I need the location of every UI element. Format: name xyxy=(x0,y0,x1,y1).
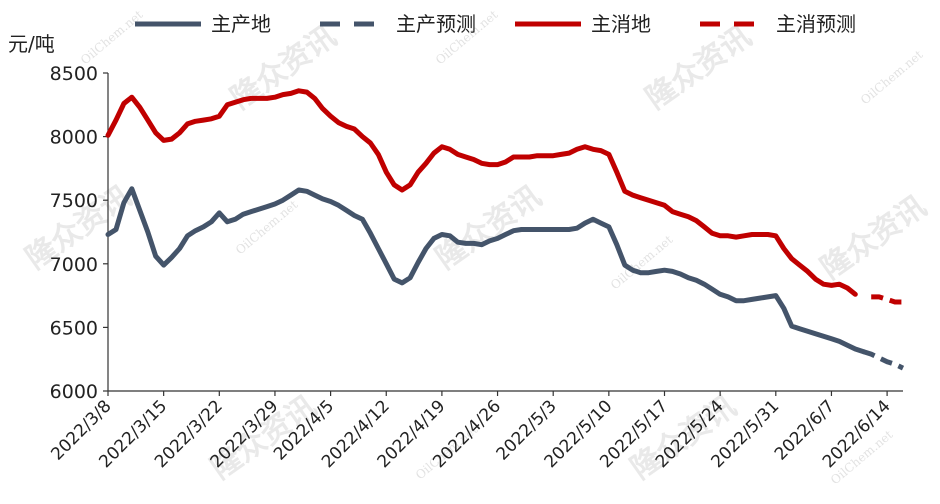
series-layer xyxy=(105,88,905,371)
y-tick-label: 8000 xyxy=(50,127,98,149)
series-line-主产地 xyxy=(105,186,866,355)
legend-label: 主消地 xyxy=(591,12,651,36)
y-tick-label: 8500 xyxy=(50,63,98,85)
legend-label: 主产预测 xyxy=(396,12,476,36)
watermark-domain: OilChem.net xyxy=(78,7,146,67)
watermark-text: 隆众资讯 xyxy=(640,19,758,116)
series-line-主产预测 xyxy=(862,349,905,371)
legend-label: 主产地 xyxy=(211,12,271,36)
series-line-主消地 xyxy=(105,88,858,297)
chart-legend: 主产地 主产预测 主消地 主消预测 xyxy=(135,12,856,36)
y-tick-label: 7500 xyxy=(50,190,98,212)
series-line-主消预测 xyxy=(871,294,903,305)
y-tick-label: 7000 xyxy=(50,254,98,276)
axes: 6000650070007500800085002022/3/82022/3/1… xyxy=(47,63,903,472)
y-tick-label: 6000 xyxy=(50,381,98,403)
y-tick-label: 6500 xyxy=(50,317,98,339)
legend-label: 主消预测 xyxy=(776,12,856,36)
watermark-text: 隆众资讯 xyxy=(815,189,933,286)
watermark-domain: OilChem.net xyxy=(608,232,676,292)
watermark-domain: OilChem.net xyxy=(858,47,926,107)
y-axis-unit-label: 元/吨 xyxy=(8,32,55,56)
